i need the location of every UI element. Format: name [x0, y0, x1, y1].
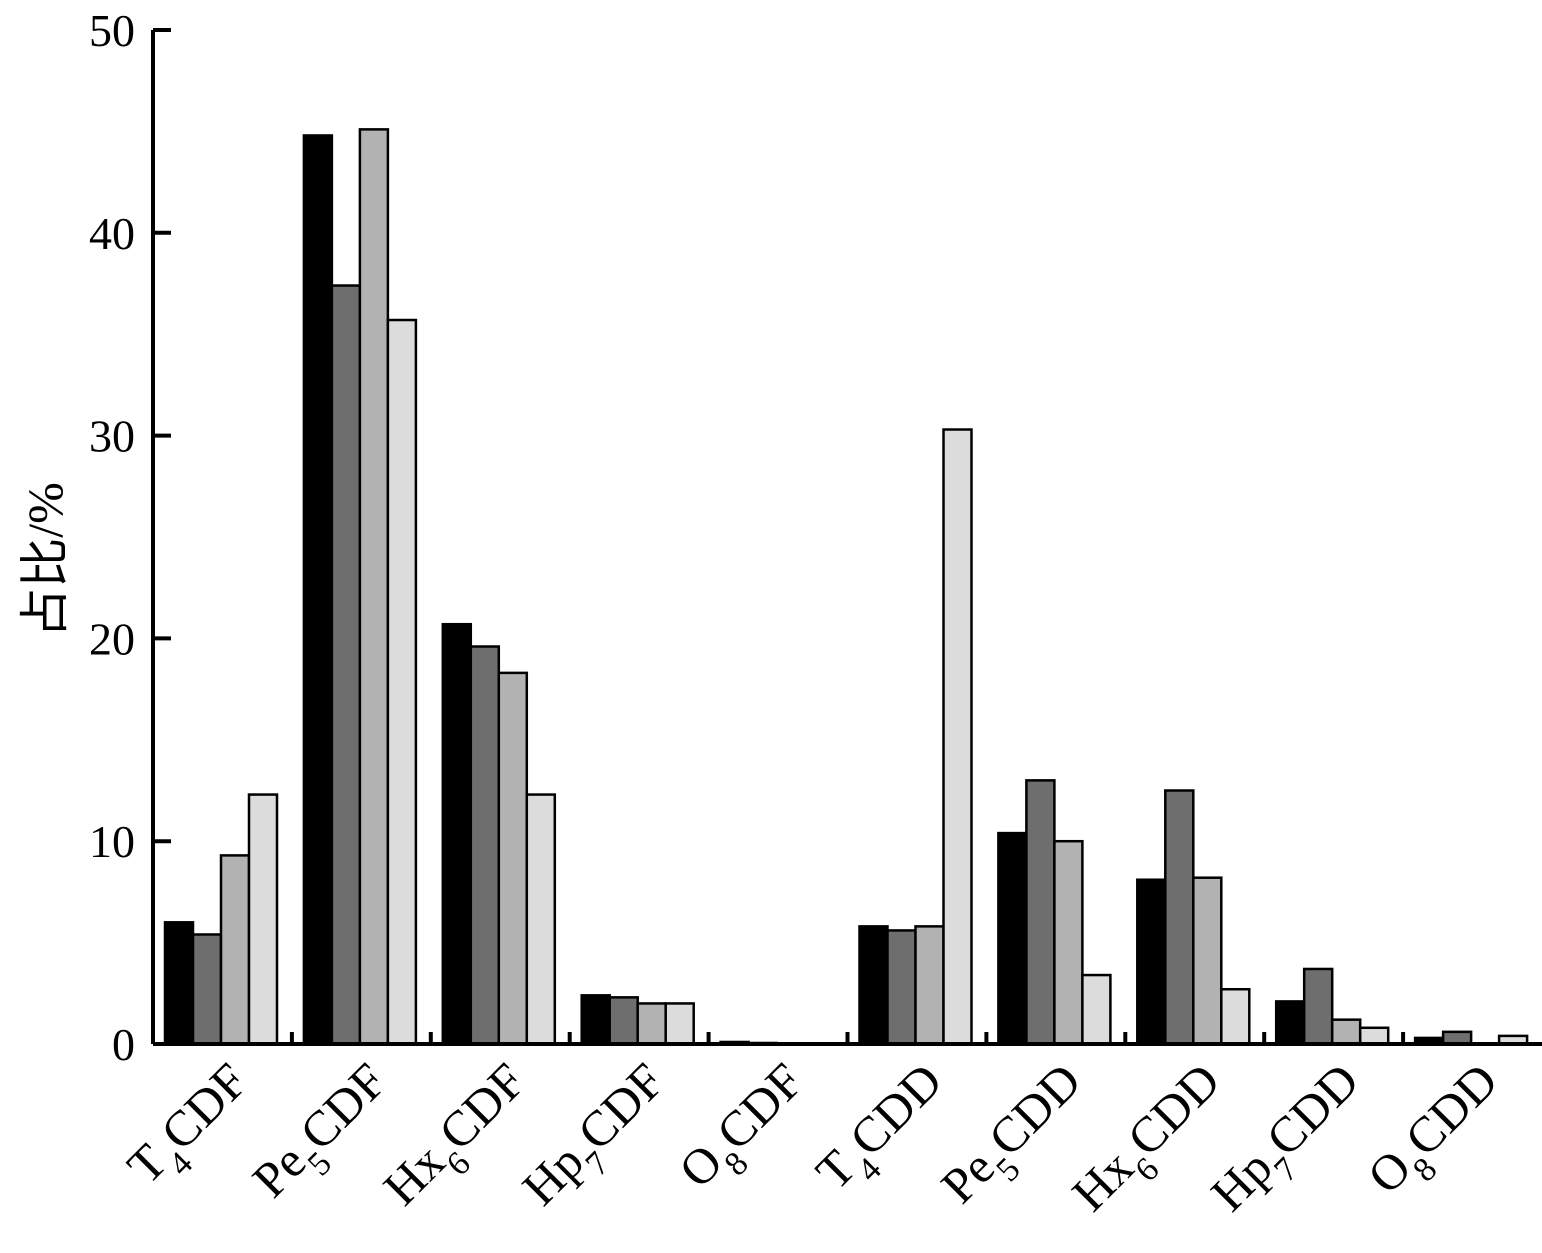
bar-Pe5CDD-series-1 — [997, 831, 1028, 1046]
y-tick-label: 0 — [112, 1019, 135, 1070]
x-tick-label: Pe5CDF — [241, 1052, 407, 1218]
x-tick-label: O8CDD — [1357, 1052, 1519, 1214]
y-tick-label: 40 — [89, 208, 135, 259]
bar-Pe5CDF-series-2 — [330, 284, 362, 1046]
bar-T4CDF-series-2 — [191, 933, 223, 1046]
bar-Hx6CDF-series-3 — [497, 671, 529, 1046]
bar-Hx6CDF-series-4 — [525, 793, 557, 1046]
x-tick-label: Hp7CDF — [511, 1052, 685, 1226]
bar-T4CDF-series-4 — [247, 793, 279, 1046]
bar-Pe5CDD-series-2 — [1025, 779, 1056, 1046]
y-axis-label: 占比/% — [17, 482, 73, 638]
bar-Hp7CDF-series-1 — [580, 994, 611, 1046]
bar-Hp7CDD-series-4 — [1358, 1026, 1390, 1046]
bar-Hx6CDF-series-2 — [469, 645, 501, 1046]
y-tick-label: 20 — [89, 613, 135, 664]
bar-Hp7CDD-series-3 — [1330, 1018, 1362, 1046]
bar-Pe5CDF-series-1 — [302, 134, 334, 1046]
bar-T4CDD-series-2 — [886, 929, 917, 1046]
bar-Hp7CDD-series-1 — [1274, 1000, 1306, 1046]
x-tick-label: T4CDD — [805, 1052, 963, 1210]
x-tick-label: Hp7CDD — [1200, 1052, 1380, 1232]
bar-Hx6CDD-series-3 — [1192, 876, 1223, 1046]
x-tick-label: T4CDF — [116, 1052, 269, 1205]
bar-T4CDD-series-3 — [914, 925, 945, 1046]
y-tick-label: 10 — [89, 816, 135, 867]
bar-Hx6CDD-series-4 — [1220, 987, 1251, 1046]
bar-Pe5CDD-series-3 — [1053, 839, 1084, 1046]
bar-Pe5CDD-series-4 — [1081, 973, 1112, 1046]
bar-Hx6CDF-series-1 — [441, 622, 473, 1046]
y-tick-label: 50 — [89, 5, 135, 56]
bar-Hp7CDD-series-2 — [1302, 967, 1334, 1046]
bar-Pe5CDF-series-3 — [358, 128, 390, 1046]
bar-Hx6CDD-series-2 — [1164, 789, 1195, 1046]
bar-T4CDD-series-4 — [942, 428, 973, 1046]
bar-T4CDF-series-1 — [163, 921, 195, 1046]
bar-Hp7CDF-series-3 — [636, 1002, 667, 1046]
bar-Hx6CDD-series-1 — [1136, 878, 1167, 1046]
bar-T4CDD-series-1 — [858, 925, 889, 1046]
bar-Pe5CDF-series-4 — [386, 318, 418, 1046]
bars — [163, 128, 1529, 1046]
bar-T4CDF-series-3 — [219, 854, 251, 1046]
x-tick-label: O8CDF — [668, 1052, 825, 1209]
x-tick-label: Hx6CDF — [372, 1052, 546, 1226]
bar-Hp7CDF-series-2 — [608, 996, 639, 1046]
bar-Hp7CDF-series-4 — [664, 1002, 695, 1046]
y-tick-label: 30 — [89, 411, 135, 462]
x-tick-label: Hx6CDD — [1061, 1052, 1241, 1232]
